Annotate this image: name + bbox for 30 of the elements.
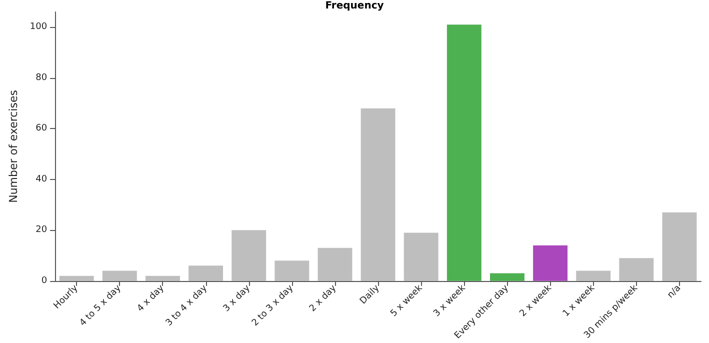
bar <box>446 24 482 281</box>
bar <box>146 276 180 281</box>
bar <box>274 260 310 281</box>
y-tick-label: 40 <box>36 174 48 184</box>
bar <box>404 232 438 281</box>
x-tick-label: n/a <box>666 283 684 301</box>
x-tick-label: 2 to 3 x day <box>250 282 296 328</box>
bar <box>318 248 352 281</box>
y-tick-label: 0 <box>41 276 48 286</box>
bar <box>102 270 137 281</box>
x-tick-label: 3 x day <box>222 282 253 314</box>
y-tick-label: 20 <box>36 225 48 236</box>
y-tick-label: 80 <box>36 72 48 83</box>
bar <box>490 273 524 281</box>
chart-title: Frequency <box>325 0 384 12</box>
bar <box>619 258 654 281</box>
x-tick-label: 4 x day <box>136 282 167 314</box>
y-tick-label: 100 <box>30 22 48 32</box>
bar <box>576 270 611 281</box>
bar <box>59 276 94 281</box>
x-tick-label: 3 to 4 x day <box>164 282 210 328</box>
bar <box>232 230 266 281</box>
x-tick-label: 2 x day <box>308 282 339 314</box>
x-tick-label: 4 to 5 x day <box>78 282 124 328</box>
bar <box>188 266 224 281</box>
bar <box>533 245 568 281</box>
y-tick-label: 60 <box>36 124 48 134</box>
bar <box>662 212 697 281</box>
y-axis-title: Number of exercises <box>7 90 20 203</box>
bar <box>360 108 396 281</box>
